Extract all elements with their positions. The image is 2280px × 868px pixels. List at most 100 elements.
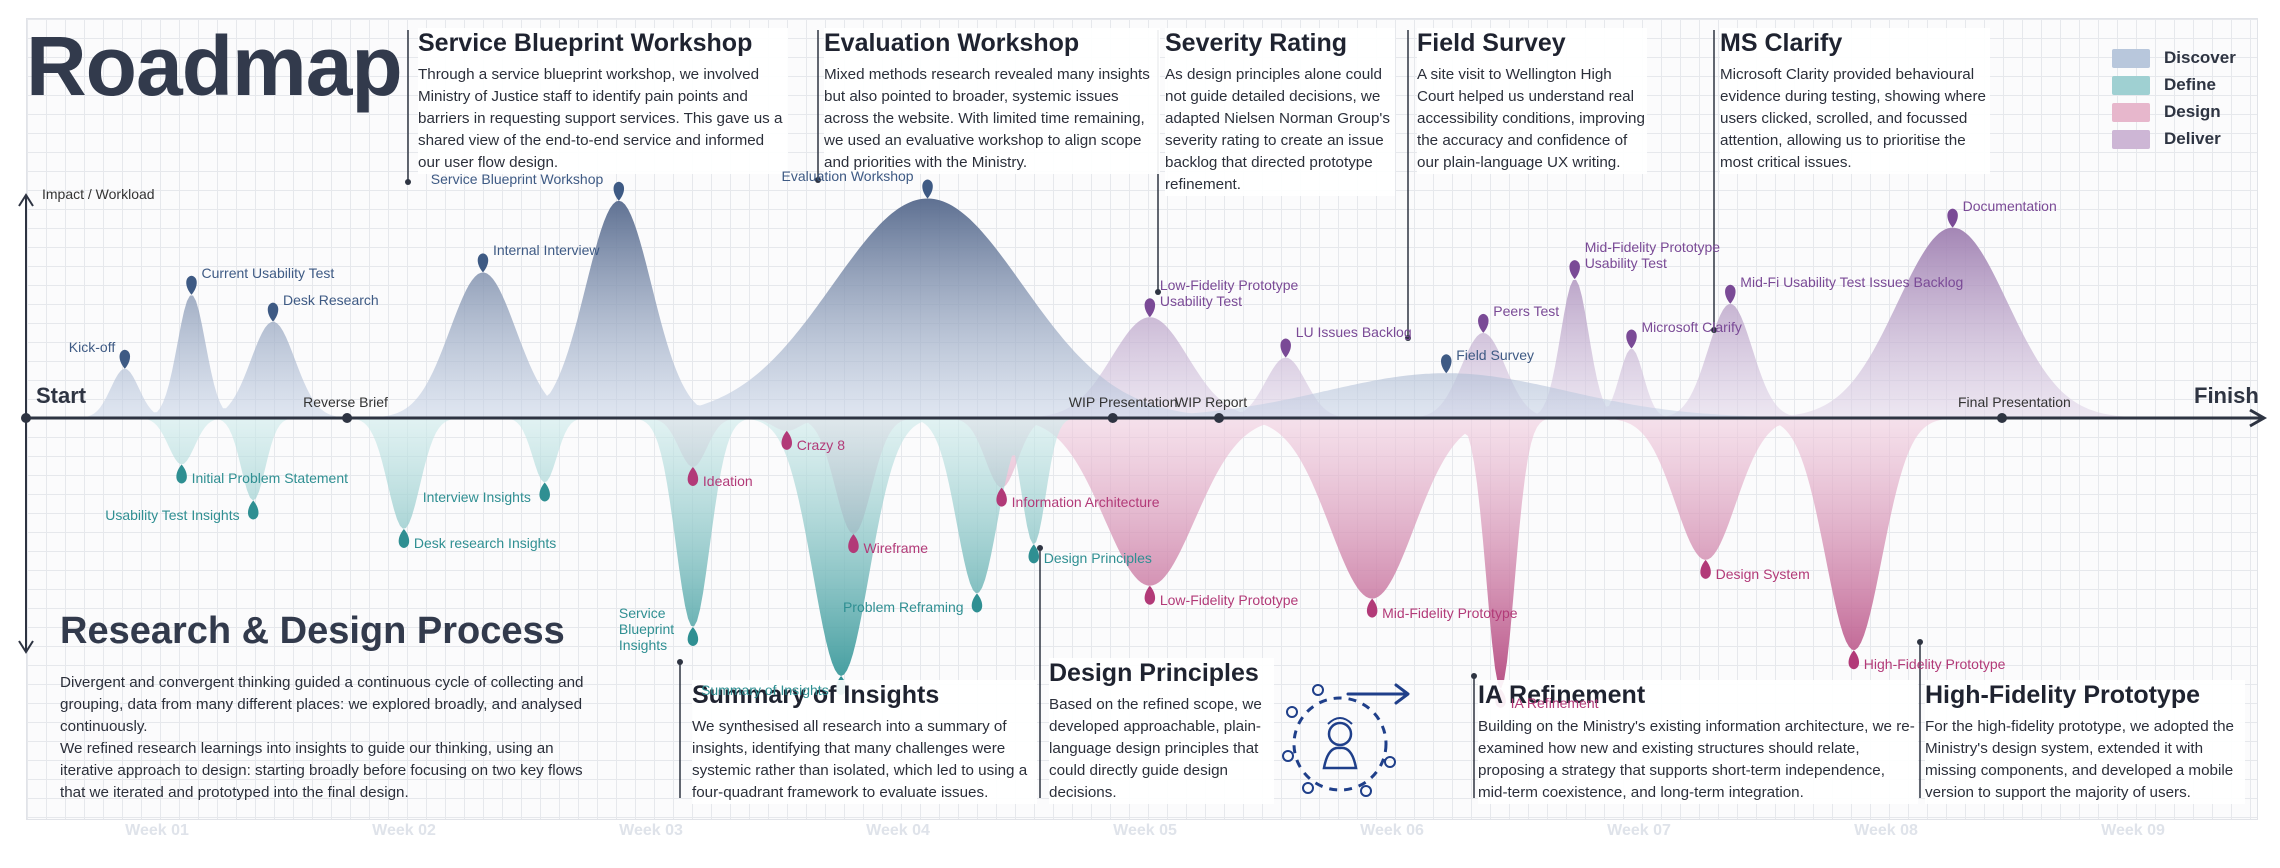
pin-marker-define xyxy=(176,464,187,484)
milestone-label: WIP Report xyxy=(1175,394,1248,410)
pin-marker-discover xyxy=(1441,354,1452,374)
point-label-design: Mid-Fidelity Prototype xyxy=(1382,604,1518,621)
legend-label: Discover xyxy=(2164,48,2236,67)
pin-marker-design xyxy=(781,430,793,450)
point-label-deliver: Documentation xyxy=(1962,197,2057,214)
point-label-design: Crazy 8 xyxy=(796,436,845,453)
callout-body: Microsoft Clarity provided behavioural e… xyxy=(1720,66,1986,171)
milestone-label: Final Presentation xyxy=(1958,394,2071,410)
milestone-label: Reverse Brief xyxy=(303,394,388,410)
callout-title: Field Survey xyxy=(1417,29,1566,57)
point-label-define: Problem Reframing xyxy=(842,599,964,616)
callout-ia-refinement: IA Refinement Building on the Ministry's… xyxy=(1478,680,1918,804)
callout-leader-dot xyxy=(1711,327,1717,333)
design-cycle-illustration xyxy=(1282,683,1410,797)
callout-title: Design Principles xyxy=(1049,659,1259,687)
start-label: Start xyxy=(36,383,87,408)
callout-evaluation-workshop: Evaluation Workshop Mixed methods resear… xyxy=(824,28,1160,174)
callout-body: As design principles alone could not gui… xyxy=(1165,66,1390,193)
area-define xyxy=(40,418,2240,676)
pin-marker-define xyxy=(1028,544,1040,564)
callout-title: MS Clarify xyxy=(1720,29,1843,57)
pin-marker-design xyxy=(1848,650,1860,670)
callout-field-survey: Field Survey A site visit to Wellington … xyxy=(1417,28,1647,174)
process-title: Research & Design Process xyxy=(60,610,565,652)
pin-marker-deliver xyxy=(1626,329,1637,349)
week-label: Week 08 xyxy=(1854,822,1918,839)
milestone-dot xyxy=(342,413,353,423)
pin-marker-deliver xyxy=(1280,338,1291,358)
pin-marker-discover xyxy=(922,179,933,199)
area-deliver xyxy=(40,227,2240,418)
point-label-design: Wireframe xyxy=(863,540,928,557)
finish-arrow xyxy=(2249,408,2268,428)
milestone-dot xyxy=(1107,413,1118,423)
point-label-define: Initial Problem Statement xyxy=(191,470,349,487)
callout-leader-dot xyxy=(815,177,821,183)
pin-marker-define xyxy=(971,593,983,613)
legend-item-define: Define xyxy=(2112,75,2216,95)
point-label-define: Interview Insights xyxy=(422,488,531,505)
legend-item-deliver: Deliver xyxy=(2112,129,2221,149)
callout-design-principles: Design Principles Based on the refined s… xyxy=(1049,658,1274,804)
point-label-define: Usability Test Insights xyxy=(105,506,240,523)
callout-title: Evaluation Workshop xyxy=(824,29,1080,57)
milestone-label: WIP Presentation xyxy=(1068,394,1178,410)
callout-title: Summary of Insights xyxy=(692,681,940,709)
pin-marker-discover xyxy=(267,302,279,322)
week-label: Week 02 xyxy=(372,822,436,839)
callout-body: We synthesised all research into a summa… xyxy=(692,718,1028,801)
callout-body: Mixed methods research revealed many ins… xyxy=(824,66,1150,171)
finish-label: Finish xyxy=(2194,383,2259,408)
pin-marker-design xyxy=(996,487,1007,507)
pin-marker-discover xyxy=(613,181,625,201)
callout-body: A site visit to Wellington High Court he… xyxy=(1417,66,1645,171)
point-label-discover: Current Usability Test xyxy=(201,264,335,281)
week-label: Week 09 xyxy=(2101,822,2165,839)
pin-marker-discover xyxy=(119,349,131,369)
pin-marker-discover xyxy=(186,275,197,295)
pin-marker-design xyxy=(1366,598,1378,618)
callout-title: Severity Rating xyxy=(1165,29,1348,57)
point-label-discover: Desk Research xyxy=(283,291,379,308)
callout-summary-of-insights: Summary of Insights We synthesised all r… xyxy=(692,680,1037,804)
pin-marker-define xyxy=(539,482,550,502)
pin-marker-define xyxy=(398,528,410,548)
point-label-deliver: Microsoft Clarify xyxy=(1641,318,1742,335)
legend-label: Design xyxy=(2164,102,2221,121)
callout-title: Service Blueprint Workshop xyxy=(418,29,753,57)
week-label: Week 06 xyxy=(1360,822,1424,839)
point-label-design: Ideation xyxy=(702,473,753,490)
legend-swatch-define xyxy=(2112,75,2150,95)
point-label-deliver: Peers Test xyxy=(1493,302,1560,319)
point-label-design: Low-Fidelity Prototype xyxy=(1159,591,1299,608)
legend-swatch-deliver xyxy=(2112,129,2150,149)
point-label-define: Service Blueprint Insights xyxy=(618,604,675,653)
week-label: Week 03 xyxy=(619,822,683,839)
callout-body: For the high-fidelity prototype, we adop… xyxy=(1925,718,2235,801)
point-label-design: High-Fidelity Prototype xyxy=(1863,656,2006,673)
pin-marker-design xyxy=(1700,559,1711,579)
point-label-discover: Kick-off xyxy=(68,338,116,355)
point-label-deliver: Low-Fidelity Prototype Usability Test xyxy=(1159,277,1299,310)
callout-service-blueprint-workshop: Service Blueprint Workshop Through a ser… xyxy=(418,28,788,174)
legend-item-design: Design xyxy=(2112,102,2221,122)
milestone-dot xyxy=(1214,413,1225,423)
callout-ms-clarify: MS Clarify Microsoft Clarity provided be… xyxy=(1720,28,1990,174)
week-label: Week 04 xyxy=(866,822,930,839)
callout-title: IA Refinement xyxy=(1478,681,1646,709)
legend-label: Define xyxy=(2164,75,2216,94)
process-body: Divergent and convergent thinking guided… xyxy=(60,674,584,801)
callout-leader-dot xyxy=(405,179,411,185)
pin-marker-deliver xyxy=(1947,208,1958,228)
week-label: Week 07 xyxy=(1607,822,1671,839)
callout-leader-dot xyxy=(1471,673,1477,679)
milestone-dot xyxy=(1997,413,2007,423)
point-label-discover: Evaluation Workshop xyxy=(781,168,914,185)
impact-axis-label: Impact / Workload xyxy=(42,186,155,202)
pin-marker-discover xyxy=(477,253,489,273)
point-label-design: Information Architecture xyxy=(1011,493,1160,510)
point-label-design: Design System xyxy=(1715,565,1810,582)
point-label-discover: Internal Interview xyxy=(492,242,600,259)
legend-label: Deliver xyxy=(2164,129,2221,148)
